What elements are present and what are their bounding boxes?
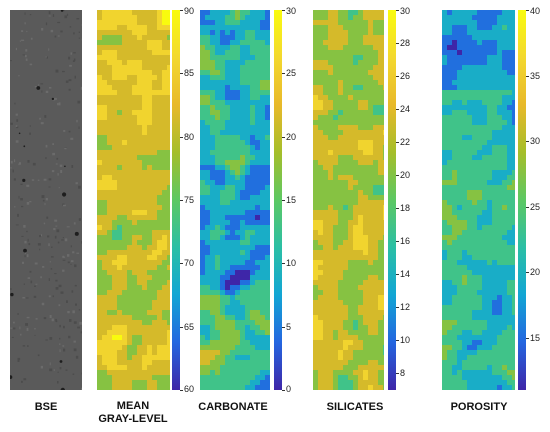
bse-map [10,10,82,390]
gray-tick-mark [180,200,183,201]
gray-label-line: MEAN [116,400,150,412]
sil-tick-label: 28 [400,38,411,49]
gray-tick-mark [180,10,183,11]
por-map [442,10,515,390]
carb-tick-mark [282,136,285,138]
por-tick-label: 40 [530,6,541,16]
sil-tick-label: 10 [400,335,411,346]
carb-map [200,10,270,390]
gray-tick-mark [180,263,183,265]
bse-map-svg [10,10,82,390]
por-tick-mark [526,141,529,143]
sil-tick-mark [396,307,399,309]
sil-tick-mark [396,340,399,342]
sil-tick-mark [396,109,399,111]
carb-label-line: CARBONATE [198,401,268,413]
sil-tick-mark [396,175,399,177]
sil-tick-label: 18 [400,203,411,214]
sil-tick-label: 8 [400,368,406,379]
por-tick-label: 30 [530,136,541,147]
gray-tick-label: 90 [184,6,195,16]
sil-tick-mark [396,274,399,276]
carb-tick-label: 25 [286,68,297,79]
sil-label-line: SILICATES [326,401,384,413]
gray-tick-label: 70 [184,258,195,269]
por-tick-label: 20 [530,267,541,278]
gray-tick-mark [180,73,183,75]
por-tick-mark [526,10,529,11]
carb-map-svg [200,10,270,390]
gray-label: MEAN GRAY-LEVEL [78,400,188,426]
por-tick-label: 25 [530,201,541,212]
sil-tick-label: 12 [400,302,411,313]
sil-tick-mark [396,76,399,78]
carb-tick-mark [282,10,285,11]
por-colorbar [518,10,526,390]
gray-tick-mark [180,390,183,391]
carb-tick-label: 15 [286,195,297,205]
gray-colorbar [172,10,180,390]
sil-tick-mark [396,373,399,375]
carb-colorbar [274,10,282,390]
sil-tick-mark [396,142,399,144]
gray-tick-label: 65 [184,321,195,332]
por-label: POROSITY [424,401,534,414]
carb-tick-mark [282,326,285,328]
carb-tick-label: 30 [286,6,297,16]
sil-colorbar [388,10,396,390]
sil-map-svg [313,10,384,390]
por-tick-label: 15 [530,332,541,343]
sil-tick-label: 30 [400,6,411,16]
bse-label: BSE [10,401,82,414]
gray-map [97,10,170,390]
gray-tick-mark [180,326,183,328]
gray-label-line: GRAY-LEVEL [98,413,168,425]
sil-label: SILICATES [300,401,410,414]
sil-map [313,10,384,390]
carb-tick-mark [282,263,285,265]
sil-tick-mark [396,208,399,210]
carb-tick-label: 0 [286,384,292,394]
sil-tick-label: 26 [400,71,411,82]
carb-label: CARBONATE [178,401,288,414]
gray-tick-label: 75 [184,195,195,205]
gray-tick-label: 60 [184,384,195,394]
sil-tick-label: 14 [400,269,411,280]
carb-tick-label: 20 [286,131,297,142]
por-label-line: POROSITY [450,401,508,413]
carb-tick-mark [282,200,285,201]
sil-tick-mark [396,10,399,11]
carb-tick-mark [282,73,285,75]
por-map-svg [442,10,515,390]
gray-tick-label: 80 [184,131,195,142]
sil-tick-mark [396,43,399,45]
carb-tick-mark [282,390,285,391]
por-tick-label: 35 [530,70,541,81]
carb-tick-label: 10 [286,258,297,269]
por-tick-mark [526,206,529,208]
gray-tick-mark [180,136,183,138]
gray-map-svg [97,10,170,390]
por-tick-mark [526,75,529,77]
sil-tick-label: 22 [400,137,411,148]
carb-tick-label: 5 [286,321,292,332]
sil-tick-label: 20 [400,170,411,181]
sil-tick-mark [396,241,399,243]
sil-tick-label: 16 [400,236,411,247]
gray-tick-label: 85 [184,68,195,79]
por-tick-mark [526,337,529,339]
bse-label-line: BSE [34,401,58,413]
por-tick-mark [526,272,529,274]
sil-tick-label: 24 [400,104,411,115]
